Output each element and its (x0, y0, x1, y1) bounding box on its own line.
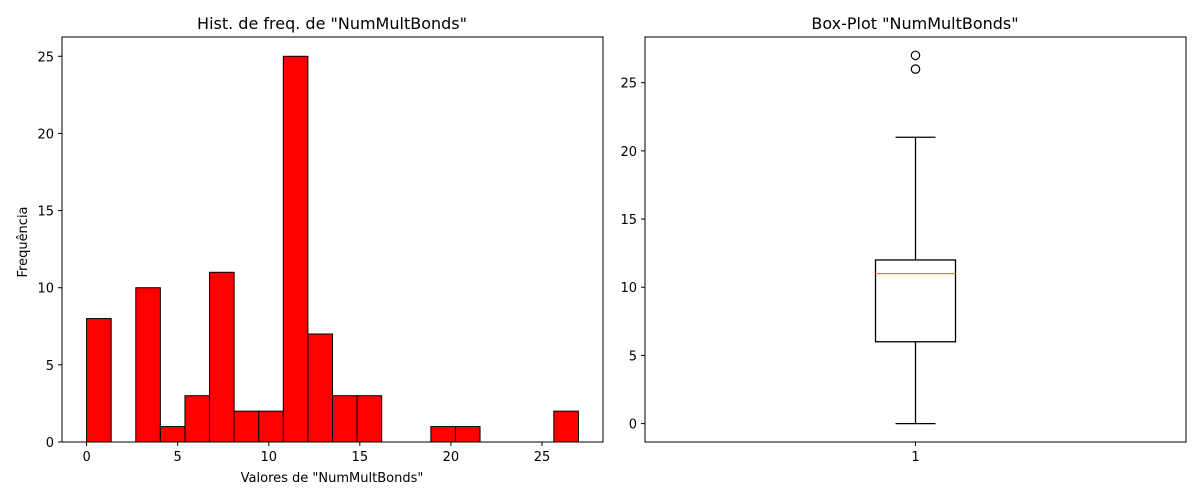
histogram-bar (332, 395, 358, 443)
histogram-bars (86, 55, 579, 443)
histogram-x-ticks: 0 5 10 15 20 25 (82, 442, 550, 465)
boxplot-y-ticks: 0 5 10 15 20 25 (620, 77, 645, 433)
histogram-bar (307, 333, 333, 443)
y-tick-label: 0 (629, 418, 637, 433)
boxplot-title: Box-Plot "NumMultBonds" (811, 14, 1018, 33)
histogram-bar (258, 410, 284, 443)
histogram-panel: Hist. de freq. de "NumMultBonds" 0 5 10 15 2… (16, 14, 604, 486)
y-tick-label: 20 (37, 127, 54, 142)
histogram-bar (233, 410, 260, 443)
x-tick-label: 0 (82, 450, 90, 465)
histogram-y-label: Frequência (16, 206, 31, 277)
histogram-title: Hist. de freq. de "NumMultBonds" (197, 14, 467, 33)
histogram-bar (184, 395, 211, 443)
histogram-bar (209, 271, 235, 443)
y-tick-label: 15 (620, 213, 637, 228)
boxplot-panel: Box-Plot "NumMultBonds" 1 0 5 10 15 20 25 (620, 14, 1187, 465)
histogram-bar (86, 318, 112, 443)
y-tick-label: 20 (620, 145, 637, 160)
histogram-bar (356, 395, 383, 443)
boxplot-x-ticks: 1 (911, 442, 920, 465)
y-tick-label: 25 (37, 50, 54, 65)
outlier-point (910, 50, 921, 61)
x-tick-label: 25 (534, 450, 551, 465)
iqr-box (874, 259, 957, 343)
histogram-bar (430, 426, 456, 443)
x-tick-label: 1 (911, 450, 919, 465)
histogram-bar (454, 426, 481, 443)
histogram-bar (553, 410, 579, 443)
x-tick-label: 20 (443, 450, 460, 465)
y-tick-label: 15 (37, 205, 54, 220)
y-tick-label: 10 (620, 281, 637, 296)
y-tick-label: 5 (46, 359, 54, 374)
y-tick-label: 0 (46, 436, 54, 451)
x-tick-label: 10 (260, 450, 277, 465)
histogram-y-ticks: 0 5 10 15 20 25 (37, 50, 62, 451)
histogram-x-label: Valores de "NumMultBonds" (241, 471, 424, 486)
x-tick-label: 5 (174, 450, 182, 465)
histogram-bar (135, 287, 161, 443)
y-tick-label: 10 (37, 282, 54, 297)
y-tick-label: 5 (629, 349, 637, 364)
x-tick-label: 15 (352, 450, 369, 465)
outlier-point (910, 64, 921, 74)
histogram-axes-frame (61, 36, 604, 443)
histogram-bar (282, 55, 309, 443)
histogram-bar (159, 426, 186, 443)
y-tick-label: 25 (620, 77, 637, 92)
boxplot-elements (874, 50, 957, 425)
